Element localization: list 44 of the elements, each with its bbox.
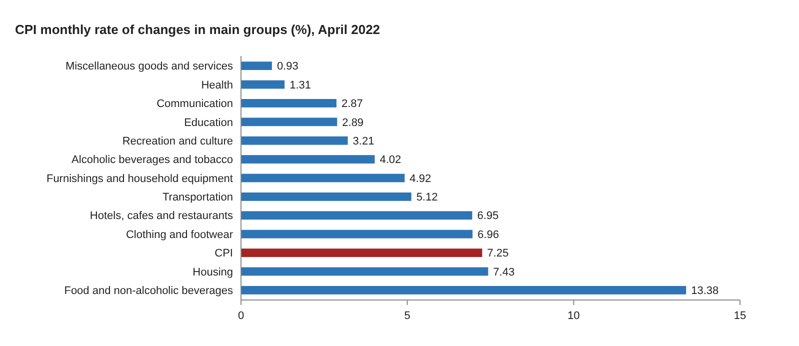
data-label: 4.02 (380, 154, 402, 166)
bar (241, 286, 686, 294)
y-tick-label: Transportation (162, 192, 233, 204)
data-label: 1.31 (290, 79, 311, 92)
chart-title: CPI monthly rate of changes in main groups (%), April 2022 (15, 22, 380, 37)
bar (241, 211, 472, 220)
y-tick-label: CPI (214, 248, 233, 260)
bar (241, 248, 482, 257)
bar (241, 62, 272, 70)
y-tick-label: Recreation and culture (122, 135, 233, 148)
data-label: 4.92 (410, 172, 432, 185)
y-tick-label: Miscellaneous goods and services (65, 60, 234, 73)
x-tick-label: 0 (238, 310, 244, 322)
bar (241, 230, 473, 238)
bar (241, 80, 285, 89)
y-tick-label: Education (184, 116, 233, 129)
bar (241, 192, 412, 201)
data-label: 2.87 (341, 98, 363, 110)
x-tick-label: 10 (568, 310, 580, 322)
y-tick-label: Housing (192, 266, 233, 278)
bar (241, 136, 348, 145)
data-label: 6.96 (478, 228, 499, 241)
data-label: 7.43 (493, 266, 515, 278)
y-tick-label: Health (201, 79, 233, 92)
bar (241, 155, 375, 164)
bar (241, 174, 405, 182)
bar (241, 99, 336, 108)
y-tick-label: Furnishings and household equipment (46, 172, 233, 185)
data-label: 6.95 (477, 210, 499, 222)
y-tick-label: Food and non-alcoholic beverages (64, 285, 234, 298)
bar (241, 118, 338, 126)
data-label: 5.12 (416, 192, 438, 204)
data-label: 7.25 (487, 248, 509, 260)
data-label: 3.21 (352, 135, 374, 148)
y-tick-label: Alcoholic beverages and tobacco (72, 154, 233, 166)
x-tick-label: 15 (734, 310, 746, 322)
x-tick-label: 5 (404, 310, 410, 322)
data-label: 2.89 (342, 116, 364, 129)
y-tick-label: Clothing and footwear (126, 228, 234, 241)
bar (241, 267, 488, 276)
y-tick-label: Hotels, cafes and restaurants (90, 210, 234, 222)
data-label: 13.38 (691, 285, 719, 298)
data-label: 0.93 (276, 60, 298, 73)
y-tick-label: Communication (156, 98, 233, 110)
